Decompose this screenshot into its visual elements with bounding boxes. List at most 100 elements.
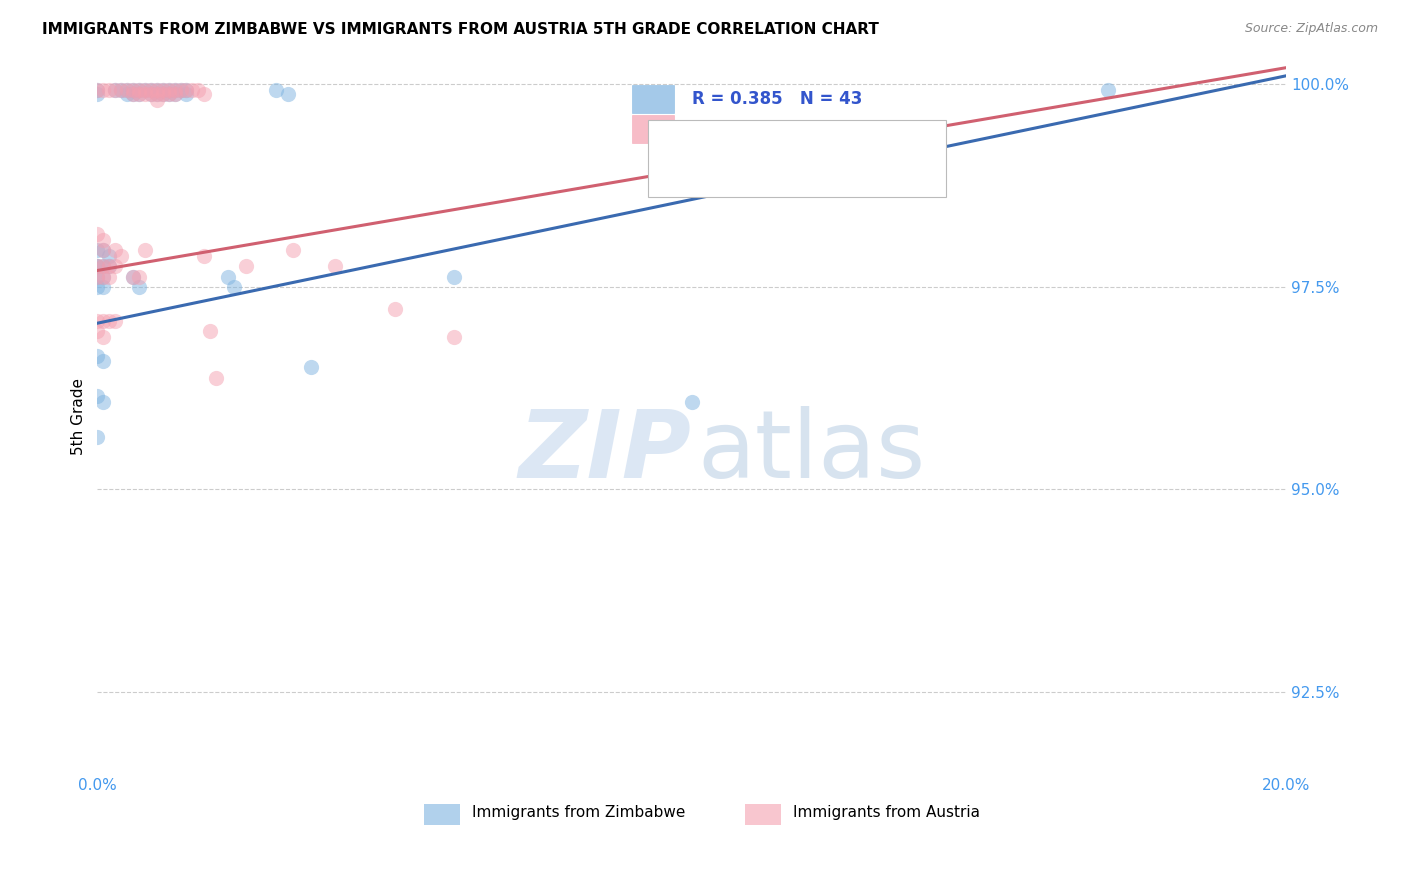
Point	[91, 279, 114, 293]
Point	[163, 82, 186, 96]
Point	[169, 82, 191, 96]
Point	[91, 330, 114, 344]
Text: R = 0.385   N = 43: R = 0.385 N = 43	[692, 90, 862, 108]
FancyBboxPatch shape	[745, 804, 780, 825]
Point	[91, 270, 114, 285]
FancyBboxPatch shape	[633, 85, 673, 113]
Point	[176, 82, 198, 96]
Point	[86, 260, 108, 274]
Point	[134, 82, 156, 96]
Point	[139, 82, 162, 96]
Point	[98, 82, 121, 96]
Point	[98, 260, 121, 274]
Point	[104, 314, 127, 328]
Point	[283, 243, 305, 257]
Point	[122, 270, 145, 285]
Point	[443, 270, 465, 285]
Point	[91, 243, 114, 257]
Point	[157, 87, 180, 102]
Point	[98, 249, 121, 263]
Point	[110, 249, 132, 263]
Point	[134, 243, 156, 257]
Point	[91, 314, 114, 328]
Text: Immigrants from Zimbabwe: Immigrants from Zimbabwe	[472, 805, 685, 820]
Point	[235, 260, 257, 274]
Point	[128, 87, 150, 102]
Point	[323, 260, 346, 274]
Point	[146, 82, 169, 96]
Point	[187, 82, 209, 96]
FancyBboxPatch shape	[633, 114, 673, 143]
Point	[134, 87, 156, 102]
Point	[86, 260, 108, 274]
Point	[122, 82, 145, 96]
Point	[128, 87, 150, 102]
Point	[98, 270, 121, 285]
Point	[146, 82, 169, 96]
Point	[86, 82, 108, 96]
Point	[104, 260, 127, 274]
Point	[146, 87, 169, 102]
Point	[104, 243, 127, 257]
Y-axis label: 5th Grade: 5th Grade	[72, 378, 86, 455]
Point	[1097, 82, 1119, 96]
Text: Source: ZipAtlas.com: Source: ZipAtlas.com	[1244, 22, 1378, 36]
FancyBboxPatch shape	[425, 804, 460, 825]
Point	[134, 82, 156, 96]
Point	[86, 270, 108, 285]
Point	[86, 87, 108, 102]
Point	[91, 260, 114, 274]
Point	[86, 430, 108, 444]
Text: atlas: atlas	[697, 406, 925, 498]
Point	[86, 389, 108, 403]
Point	[110, 82, 132, 96]
Point	[205, 370, 228, 384]
Point	[163, 82, 186, 96]
Point	[146, 87, 169, 102]
Point	[169, 82, 191, 96]
Point	[146, 93, 169, 107]
Point	[122, 82, 145, 96]
Point	[91, 233, 114, 247]
Point	[128, 270, 150, 285]
Point	[443, 330, 465, 344]
Point	[128, 82, 150, 96]
Point	[104, 82, 127, 96]
Point	[86, 82, 108, 96]
Point	[91, 354, 114, 368]
Point	[193, 249, 215, 263]
Point	[115, 87, 138, 102]
Point	[128, 279, 150, 293]
Point	[176, 82, 198, 96]
Point	[91, 395, 114, 409]
Point	[115, 82, 138, 96]
Point	[163, 87, 186, 102]
Point	[115, 82, 138, 96]
Point	[139, 87, 162, 102]
Point	[86, 260, 108, 274]
Point	[157, 82, 180, 96]
Point	[193, 87, 215, 102]
Point	[86, 314, 108, 328]
Point	[86, 349, 108, 363]
Text: ZIP: ZIP	[519, 406, 692, 498]
Point	[277, 87, 299, 102]
Point	[163, 87, 186, 102]
Point	[86, 227, 108, 241]
Point	[86, 279, 108, 293]
Point	[152, 87, 174, 102]
Point	[181, 82, 204, 96]
Point	[98, 314, 121, 328]
Point	[110, 82, 132, 96]
Text: IMMIGRANTS FROM ZIMBABWE VS IMMIGRANTS FROM AUSTRIA 5TH GRADE CORRELATION CHART: IMMIGRANTS FROM ZIMBABWE VS IMMIGRANTS F…	[42, 22, 879, 37]
Point	[299, 359, 322, 374]
Point	[91, 260, 114, 274]
Point	[91, 82, 114, 96]
Point	[222, 279, 245, 293]
Point	[122, 270, 145, 285]
Point	[128, 82, 150, 96]
Point	[139, 87, 162, 102]
Point	[176, 87, 198, 102]
Point	[139, 82, 162, 96]
Point	[384, 302, 406, 317]
